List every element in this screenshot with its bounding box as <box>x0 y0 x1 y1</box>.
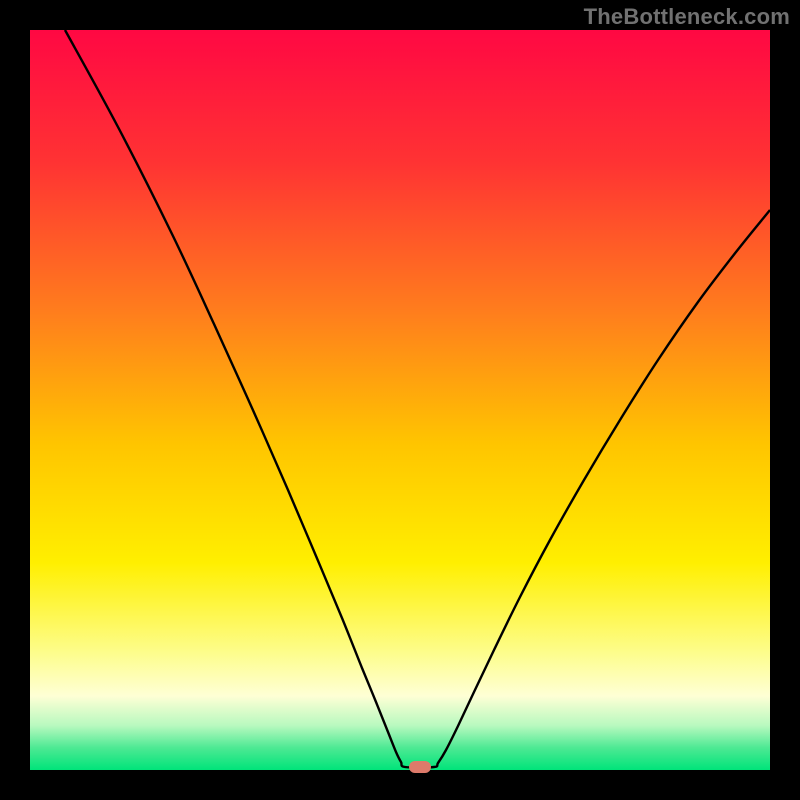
watermark-text: TheBottleneck.com <box>584 4 790 30</box>
chart-background <box>30 30 770 770</box>
bottleneck-chart <box>0 0 800 800</box>
optimal-point-marker <box>409 761 431 773</box>
